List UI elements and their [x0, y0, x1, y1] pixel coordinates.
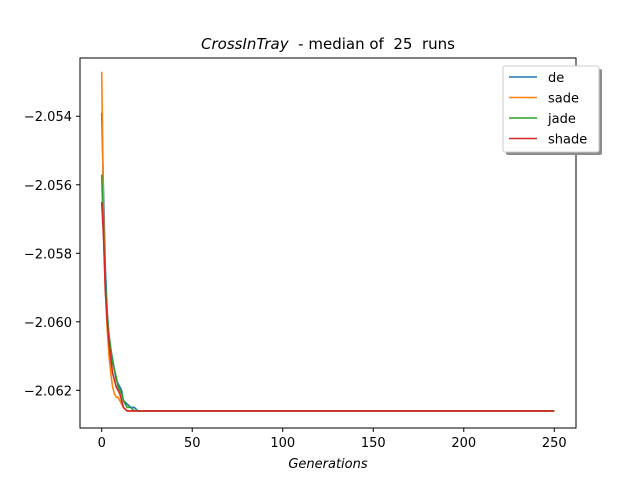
legend-label-de: de	[548, 71, 564, 86]
legend-label-sade: sade	[548, 92, 579, 107]
x-tick-label: 250	[542, 436, 567, 451]
chart-title-suffix: - median of 25 runs	[289, 35, 456, 53]
legend-label-shade: shade	[548, 133, 587, 148]
x-axis: 0 50 100 150 200 250	[98, 428, 567, 451]
y-axis: −2.062 −2.060 −2.058 −2.056 −2.054	[24, 110, 80, 399]
plot-area	[100, 71, 555, 412]
chart-title-function: CrossInTray	[201, 35, 290, 53]
x-axis-label: Generations	[288, 457, 368, 472]
chart-title: CrossInTray - median of 25 runs	[201, 35, 455, 53]
x-tick-label: 50	[184, 436, 201, 451]
series-line-shade	[100, 201, 555, 412]
legend: de sade jade shade	[502, 65, 602, 155]
x-tick-label: 150	[361, 436, 386, 451]
y-tick-label: −2.060	[24, 316, 72, 331]
series-line-sade	[100, 71, 555, 412]
y-tick-label: −2.056	[24, 179, 72, 194]
series-line-de	[100, 112, 555, 412]
x-tick-label: 0	[98, 436, 106, 451]
x-tick-label: 200	[451, 436, 476, 451]
x-tick-label: 100	[270, 436, 295, 451]
y-tick-label: −2.062	[24, 384, 72, 399]
plot-frame	[79, 57, 577, 429]
legend-label-jade: jade	[547, 112, 576, 127]
legend-box	[502, 65, 600, 153]
y-tick-label: −2.058	[24, 247, 72, 262]
series-line-jade	[100, 174, 555, 412]
y-tick-label: −2.054	[24, 110, 72, 125]
